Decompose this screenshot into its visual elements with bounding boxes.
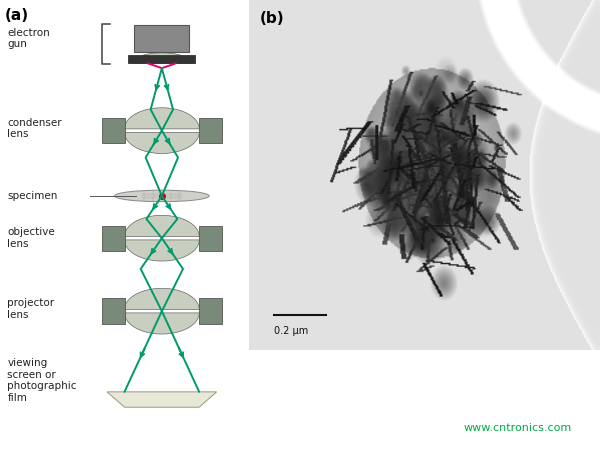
Polygon shape — [107, 392, 217, 407]
FancyBboxPatch shape — [199, 225, 221, 251]
Text: 0.2 μm: 0.2 μm — [274, 326, 308, 336]
Polygon shape — [125, 132, 199, 154]
Polygon shape — [125, 313, 199, 334]
FancyBboxPatch shape — [199, 299, 221, 324]
Text: objective
lens: objective lens — [7, 227, 55, 249]
FancyBboxPatch shape — [134, 25, 189, 52]
Text: (a): (a) — [5, 8, 29, 23]
Text: viewing
screen or
photographic
film: viewing screen or photographic film — [7, 358, 77, 403]
Polygon shape — [125, 108, 199, 129]
Text: specimen: specimen — [7, 191, 58, 201]
Polygon shape — [132, 53, 192, 64]
Text: www.cntronics.com: www.cntronics.com — [464, 423, 572, 433]
FancyBboxPatch shape — [102, 118, 125, 143]
Text: condenser
lens: condenser lens — [7, 118, 62, 140]
Text: electron
gun: electron gun — [7, 28, 50, 49]
Polygon shape — [125, 215, 199, 236]
FancyBboxPatch shape — [199, 118, 221, 143]
FancyBboxPatch shape — [102, 299, 125, 324]
FancyBboxPatch shape — [102, 225, 125, 251]
FancyBboxPatch shape — [128, 55, 196, 64]
Text: projector
lens: projector lens — [7, 298, 55, 320]
Text: (b): (b) — [260, 11, 284, 25]
Polygon shape — [125, 288, 199, 309]
Ellipse shape — [115, 190, 209, 202]
Polygon shape — [125, 240, 199, 261]
